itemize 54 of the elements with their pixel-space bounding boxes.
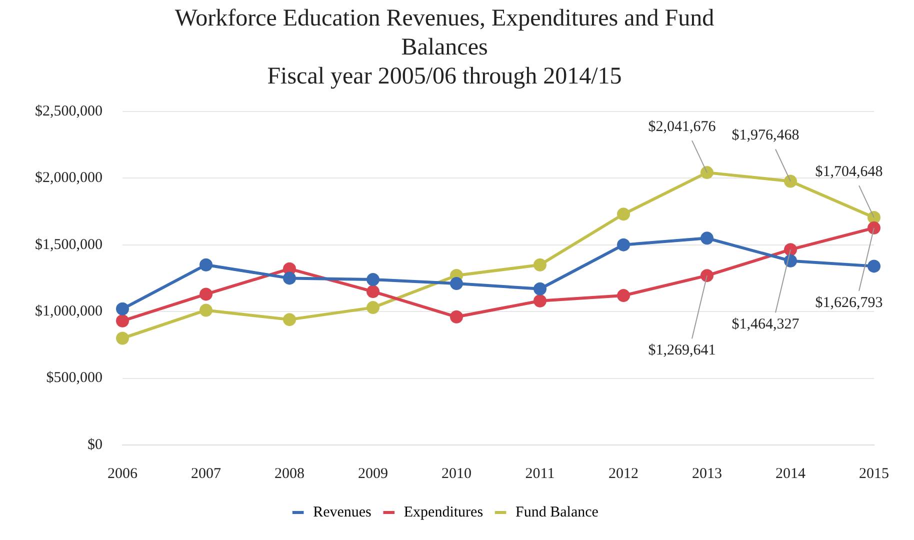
y-tick-label: $500,000 [46, 370, 102, 386]
point [283, 313, 296, 326]
y-tick-label: $1,000,000 [35, 303, 102, 320]
point [116, 302, 129, 316]
point [534, 282, 546, 296]
legend-label: Revenues [313, 504, 372, 520]
point [784, 243, 797, 256]
point [200, 304, 212, 317]
x-tick-label: 2011 [525, 466, 555, 482]
x-tick-label: 2014 [776, 466, 806, 482]
data-label: $1,269,641 [648, 342, 716, 359]
x-tick-label: 2015 [859, 466, 889, 482]
chart-title: Workforce Education Revenues, Expenditures and Fund Balances [174, 6, 714, 60]
point [700, 166, 714, 180]
x-tick-label: 2010 [442, 466, 472, 482]
point [116, 314, 129, 328]
point [450, 277, 463, 290]
point [617, 289, 630, 302]
data-label: $1,626,793 [815, 294, 883, 311]
x-tick-label: 2013 [692, 466, 722, 482]
point [868, 221, 880, 234]
y-tick-label: $2,500,000 [35, 103, 102, 120]
x-tick-label: 2012 [608, 466, 638, 482]
point [868, 211, 880, 224]
y-tick-label: $1,500,000 [35, 236, 102, 253]
point [700, 269, 714, 282]
y-tick-label: $2,000,000 [35, 170, 102, 186]
point [366, 301, 380, 314]
point [700, 232, 714, 245]
point [200, 258, 212, 272]
point [617, 238, 630, 252]
x-tick-label: 2007 [191, 466, 222, 482]
data-label: $2,041,676 [648, 118, 716, 135]
point [283, 272, 296, 285]
point [534, 294, 546, 308]
data-label: $1,464,327 [732, 316, 800, 333]
x-tick-label: 2006 [108, 466, 138, 482]
point [366, 285, 380, 298]
x-tick-label: 2009 [358, 466, 388, 482]
chart-subtitle: Fiscal year 2005/06 through 2014/15 [267, 63, 622, 90]
legend-label: Fund Balance [516, 504, 599, 520]
point [784, 174, 797, 188]
point [366, 273, 380, 286]
point [450, 310, 463, 324]
point [617, 208, 630, 221]
data-label: $1,704,648 [815, 164, 883, 180]
x-tick-label: 2008 [274, 466, 304, 482]
point [868, 260, 880, 273]
legend-label: Expenditures [404, 504, 484, 520]
point [534, 258, 546, 272]
y-tick-label: $0 [88, 436, 102, 453]
data-label: $1,976,468 [732, 128, 800, 144]
point [116, 332, 129, 345]
point [200, 288, 212, 301]
